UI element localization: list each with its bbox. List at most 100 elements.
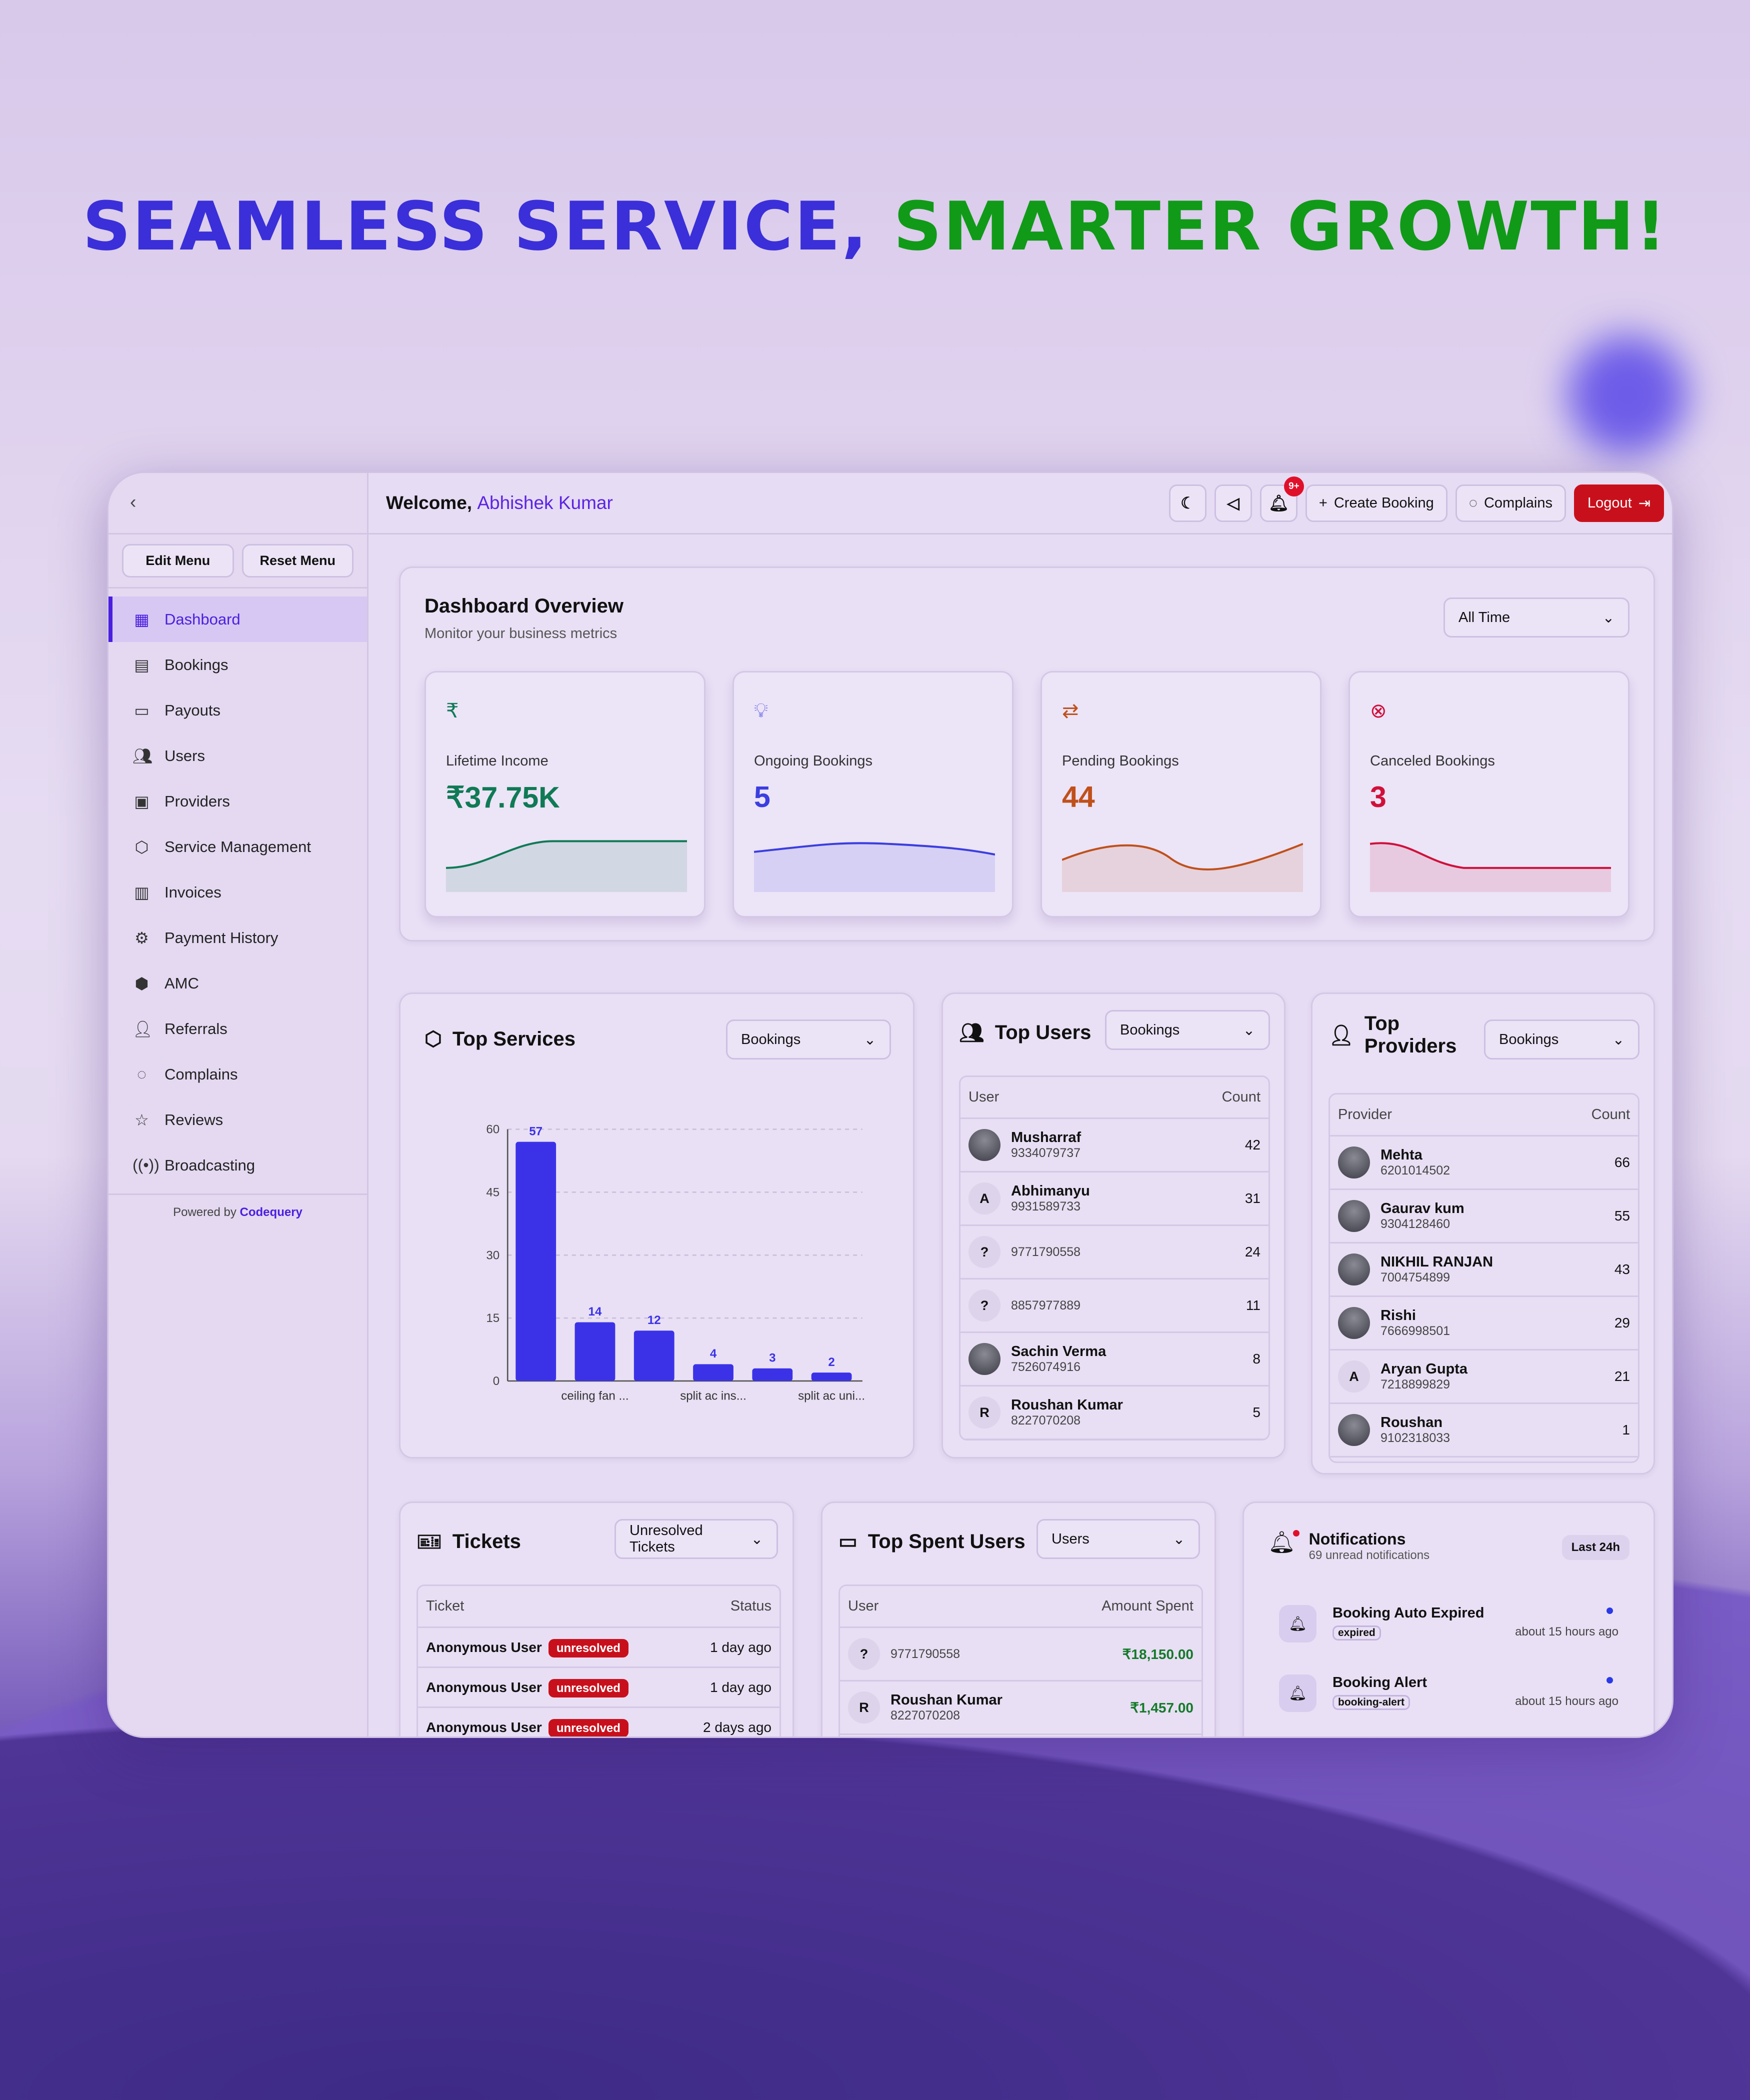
megaphone-icon: ◁ [1227,494,1240,512]
notifications-panel: 🔔︎ Notifications 69 unread notifications … [1242,1502,1655,1736]
edit-menu-button[interactable]: Edit Menu [122,544,234,578]
bar[interactable] [811,1372,852,1381]
table-row[interactable]: Anonymous User unresolved 1 day ago [418,1667,780,1708]
user-cog-icon: 👤︎ [1328,1024,1354,1046]
top-users-table: User Count Musharraf 9334079737 42 A Abhimanyu… [959,1076,1270,1440]
welcome-text: Welcome, Abhishek Kumar [386,492,613,513]
inbox-icon: ▥ [134,883,150,902]
avatar: R [848,1692,880,1724]
table-row[interactable]: ? 8857977889 11 [960,1278,1268,1333]
bar[interactable] [634,1330,674,1381]
logout-icon: ⇥ [1638,495,1650,512]
page-subtitle: Monitor your business metrics [424,626,618,642]
moon-icon: ☾ [1180,494,1195,512]
time-range-select[interactable]: All Time ⌄ [1444,598,1630,638]
notification-item[interactable]: 🔔︎ Booking Auto Expired expired about 15 ho… [1279,1605,1618,1642]
bell-icon: 🔔︎ [1268,494,1289,512]
table-row[interactable]: ? 9771790558 ₹18,150.00 [840,1627,1202,1682]
message-icon: ◌ [1468,494,1478,511]
theme-toggle-button[interactable]: ☾ [1168,484,1206,522]
collapse-sidebar-icon[interactable]: ‹ [130,492,136,512]
sidebar-item-bookings[interactable]: ▤ Bookings [108,642,367,688]
table-row[interactable]: R Roushan Kumar 8227070208 ₹1,457.00 [840,1680,1202,1735]
logout-button[interactable]: Logout ⇥ [1574,484,1664,522]
x-tick-label: ceiling fan ... [561,1389,628,1402]
table-row[interactable]: Anonymous User unresolved 1 day ago [418,1627,780,1668]
table-row[interactable]: Gaurav kum 9304128460 55 [1330,1189,1638,1244]
bar[interactable] [516,1142,556,1381]
y-tick-label: 0 [493,1374,500,1388]
sidebar-item-providers[interactable]: ▣ Providers [108,778,367,824]
data-label: 14 [588,1305,602,1318]
calendar-icon: ▤ [134,656,150,674]
table-row[interactable]: Anonymous User unresolved 2 days ago [418,1707,780,1736]
broadcast-icon: ((•)) [132,1156,160,1174]
page-title: Dashboard Overview [424,595,624,617]
table-row[interactable]: Rishi 7666998501 29 [1330,1296,1638,1350]
sparkline [1370,842,1611,892]
sidebar-item-referrals[interactable]: 👤︎ Referrals [132,1020,228,1038]
brand-link[interactable]: Codequery [240,1206,302,1219]
bulb-icon: 💡︎ [754,700,768,722]
sidebar-item-service-management[interactable]: ⬡ Service Management [108,824,367,870]
data-label: 3 [769,1351,776,1364]
table-row[interactable]: Roushan 9102318033 1 [1330,1403,1638,1458]
card-icon: ▭ [134,701,150,720]
notification-item[interactable]: 🔔︎ Booking Alert booking-alert about 15 hou… [1279,1674,1618,1712]
sidebar-nav: ▦ Dashboard ▤ Bookings ▭ Payouts 👥︎ Users ▣ Provi… [108,588,367,1188]
avatar: ? [968,1236,1000,1268]
table-row[interactable]: A Abhimanyu 9931589733 31 [960,1172,1268,1226]
bar[interactable] [752,1368,793,1381]
bar[interactable] [693,1364,734,1381]
bar[interactable] [574,1322,616,1381]
tickets-filter-select[interactable]: Unresolved Tickets ⌄ [614,1519,778,1559]
table-row[interactable]: ? 9771790558 24 [960,1225,1268,1280]
table-row[interactable]: Mehta 6201014502 66 [1330,1136,1638,1190]
box-icon: ⬡ [134,838,149,856]
table-row[interactable]: A Aryan Gupta 7218899829 21 [1330,1350,1638,1404]
app-window: ‹ Edit Menu Reset Menu ▦ Dashboard ▤ Bookin… [107,472,1674,1738]
sparkline [754,842,995,892]
table-row[interactable]: Musharraf 9334079737 42 [960,1118,1268,1172]
notification-badge: 9+ [1284,476,1304,496]
sidebar-item-users[interactable]: 👥︎ Users [132,746,205,765]
top-bar: Welcome, Abhishek Kumar ☾ ◁ 🔔︎ 9+ + Create… [368,473,1672,534]
complains-button[interactable]: ◌ Complains [1455,484,1566,522]
announcement-button[interactable]: ◁ [1214,484,1252,522]
sidebar-item-complains[interactable]: ◌ Complains [108,1052,367,1097]
avatar [1338,1146,1370,1178]
notifications-button[interactable]: 🔔︎ 9+ [1260,476,1304,522]
sidebar-item-payouts[interactable]: ▭ Payouts [108,688,367,733]
create-booking-button[interactable]: + Create Booking [1305,484,1448,522]
table-row[interactable]: NIKHIL RANJAN 7004754899 43 [1330,1242,1638,1297]
sidebar: ‹ Edit Menu Reset Menu ▦ Dashboard ▤ Bookin… [108,473,368,1736]
stat-card: ⇄ Pending Bookings 44 [1040,671,1322,918]
sidebar-item-amc[interactable]: ⬢ AMC [108,960,367,1006]
services-metric-select[interactable]: Bookings ⌄ [726,1020,891,1060]
y-tick-label: 45 [486,1186,500,1199]
user-name: Abhishek Kumar [477,492,613,513]
reset-menu-button[interactable]: Reset Menu [242,544,354,578]
notification-tag: booking-alert [1332,1695,1410,1710]
y-tick-label: 30 [486,1248,500,1262]
spent-filter-select[interactable]: Users ⌄ [1036,1519,1200,1559]
x-circle-icon: ⊗ [1370,700,1387,722]
top-users-panel: 👥︎ Top Users Bookings ⌄ User Count Musharraf… [942,992,1286,1458]
chevron-down-icon: ⌄ [750,1531,763,1548]
stat-card: ₹ Lifetime Income ₹37.75K [424,671,706,918]
table-row[interactable]: R Roushan Kumar 8227070208 5 [960,1386,1268,1439]
powered-by: Powered by Codequery [108,1194,367,1220]
headline: SEAMLESS SERVICE, SMARTER GROWTH! [82,188,1668,266]
sidebar-item-payment-history[interactable]: ⚙︎ Payment History [108,915,367,960]
sidebar-item-broadcasting[interactable]: ((•)) Broadcasting [132,1156,255,1174]
sidebar-item-dashboard[interactable]: ▦ Dashboard [108,596,367,642]
swap-icon: ⇄ [1062,700,1079,722]
x-tick-label: split ac uni... [798,1389,865,1402]
package-icon: ⬢ [134,974,149,992]
table-row[interactable]: Sachin Verma 7526074916 8 [960,1332,1268,1386]
sidebar-item-reviews[interactable]: ☆ Reviews [108,1097,367,1142]
providers-metric-select[interactable]: Bookings ⌄ [1484,1020,1640,1060]
users-metric-select[interactable]: Bookings ⌄ [1105,1010,1270,1050]
sidebar-item-invoices[interactable]: ▥ Invoices [108,870,367,915]
